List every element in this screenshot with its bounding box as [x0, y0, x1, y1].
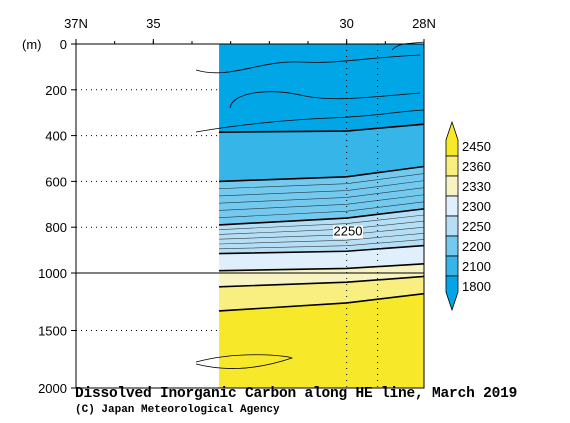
band-2300 [219, 245, 424, 271]
contour-label-text: 2250 [334, 224, 363, 239]
y-axis-unit: (m) [22, 37, 42, 52]
y-tick-label: 200 [45, 83, 67, 98]
contour-line [219, 263, 425, 272]
colorbar-label: 2200 [462, 239, 491, 254]
colorbar-label: 2250 [462, 219, 491, 234]
colorbar-swatch [445, 235, 459, 257]
colorbar-label: 2300 [462, 199, 491, 214]
y-tick-label: 400 [45, 129, 67, 144]
contour-line [219, 275, 425, 288]
colorbar-label: 2330 [462, 179, 491, 194]
band-1800 [219, 44, 424, 133]
plot-frame [75, 43, 425, 389]
colorbar-label: 2360 [462, 159, 491, 174]
x-tick-label: 35 [146, 16, 160, 31]
colorbar-label: 1800 [462, 279, 491, 294]
minor-contour-line [219, 239, 425, 250]
y-tick-label: 800 [45, 220, 67, 235]
x-tick-label: 37N [64, 16, 88, 31]
x-tick-label: 30 [339, 16, 353, 31]
colorbar-label: 2100 [462, 259, 491, 274]
minor-contour-line [219, 214, 425, 230]
y-tick-label: 1000 [38, 266, 67, 281]
minor-contour-line [219, 201, 425, 218]
minor-contour-line [229, 91, 421, 109]
colorbar-swatch [445, 175, 459, 197]
minor-contour-line [219, 187, 425, 204]
contour-line [219, 123, 425, 133]
y-tick-label: 1500 [38, 324, 67, 339]
colorbar-swatch [445, 195, 459, 217]
minor-contour-line [195, 354, 293, 369]
y-tick-label: 2000 [38, 381, 67, 396]
colorbar-swatch [445, 255, 459, 277]
colorbar-swatch [445, 155, 459, 177]
chart-credit: (C) Japan Meteorological Agency [75, 404, 280, 416]
band-2330 [219, 263, 424, 287]
minor-contour-line [219, 233, 425, 245]
contour-value-label: 2250 [333, 224, 363, 239]
minor-contour-line [195, 54, 421, 74]
colorbar-swatch [445, 275, 459, 312]
y-tick-label: 600 [45, 174, 67, 189]
x-tick-label: 28N [412, 16, 436, 31]
colorbar-label: 2450 [462, 139, 491, 154]
band-2100 [219, 124, 424, 182]
minor-contour-line [195, 109, 425, 133]
band-2200 [219, 166, 424, 225]
y-tick-label: 0 [60, 37, 67, 52]
y-axis: 0 200 400 600 800 1000 1500 2000 [38, 37, 76, 396]
colorbar-legend: 2450 2360 2330 2300 2250 2200 2100 1800 [445, 120, 491, 312]
minor-contour-line [219, 194, 425, 211]
contour-line [219, 244, 425, 255]
minor-contour-line [219, 180, 425, 197]
chart-title: Dissolved Inorganic Carbon along HE line… [75, 386, 518, 402]
contour-lines [195, 41, 425, 369]
colorbar-swatch [445, 120, 459, 157]
x-axis: 37N 35 30 28N [64, 16, 436, 44]
colorbar-swatch [445, 215, 459, 237]
minor-contour-line [219, 173, 425, 189]
